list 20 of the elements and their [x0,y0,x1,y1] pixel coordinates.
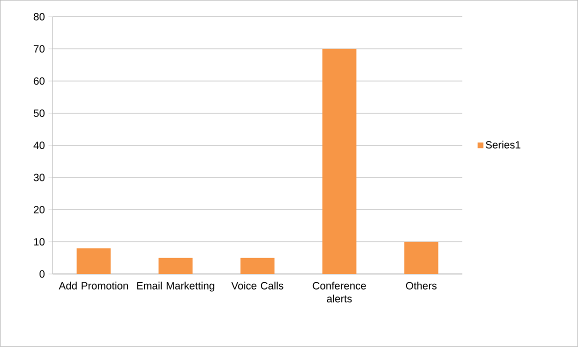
bar [76,248,111,274]
bar [158,258,193,274]
y-tick-label: 40 [34,142,45,150]
x-tick-label: Email Marketting [137,282,214,292]
y-tick-label: 20 [34,206,45,214]
x-tick-label: Voice Calls [231,282,284,290]
x-tick-label: Conference alerts [312,282,366,303]
bar [404,242,438,274]
y-tick-label: 30 [34,174,45,182]
y-tick-label: 50 [34,110,45,118]
y-tick-label: 60 [34,77,45,85]
bar [240,258,274,274]
y-tick-label: 70 [34,45,45,53]
y-tick-label: 0 [40,270,45,278]
y-tick-label: 10 [34,238,45,246]
x-tick-label: Add Promotion [58,282,128,290]
x-tick-label: Others [406,282,437,290]
legend-label: Series1 [486,140,520,149]
y-tick-label: 80 [34,13,45,21]
bar [322,48,356,274]
